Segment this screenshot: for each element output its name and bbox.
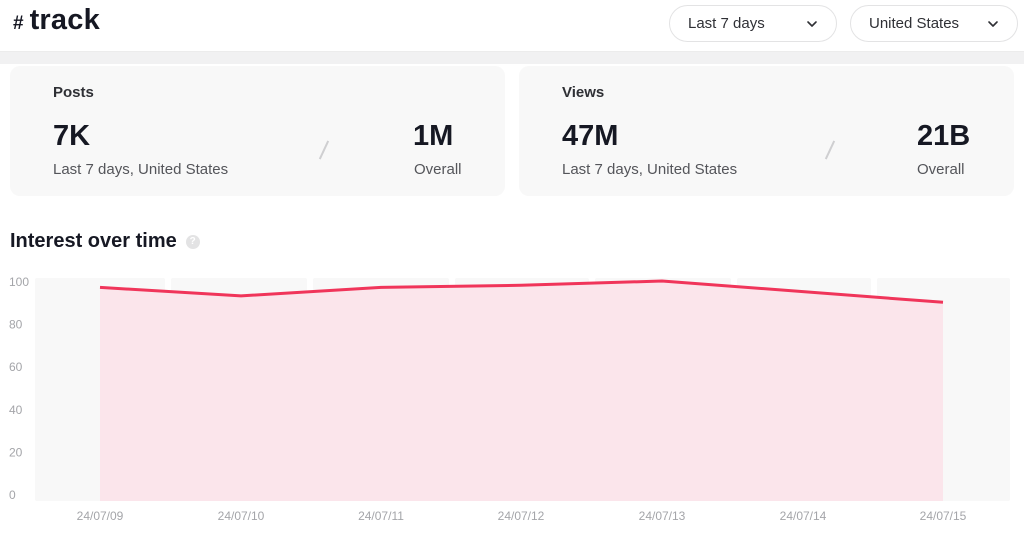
posts-label: Posts — [53, 84, 94, 101]
y-tick-label: 40 — [9, 403, 23, 417]
posts-card: Posts 7K Last 7 days, United States 1M O… — [10, 66, 505, 196]
interest-line — [99, 279, 944, 304]
country-dropdown[interactable]: United States — [850, 5, 1018, 42]
x-tick-label: 24/07/15 — [920, 509, 967, 523]
y-tick-label: 100 — [9, 275, 29, 289]
posts-period-value: 7K — [53, 120, 91, 152]
hash-icon: # — [13, 13, 24, 34]
interest-chart: 0 20 40 60 80 100 24/07/09 24/07/10 24/07/11 24/0… — [0, 265, 1024, 534]
interest-title-text: Interest over time — [10, 230, 177, 252]
hashtag-name: track — [29, 4, 100, 36]
chevron-down-icon — [988, 21, 998, 27]
views-period-value: 47M — [562, 120, 619, 152]
x-tick-label: 24/07/13 — [639, 509, 686, 523]
separator — [318, 140, 330, 160]
views-period-caption: Last 7 days, United States — [562, 161, 738, 178]
x-tick-label: 24/07/14 — [780, 509, 827, 523]
x-tick-label: 24/07/10 — [218, 509, 265, 523]
area-chart: 0 20 40 60 80 100 24/07/09 24/07/10 24/07/11 24/0… — [9, 275, 1010, 523]
country-dropdown-value: United States — [869, 15, 960, 32]
y-tick-label: 0 — [9, 488, 16, 502]
period-dropdown[interactable]: Last 7 days — [669, 5, 837, 42]
posts-overall-value: 1M — [413, 120, 454, 152]
interest-title: Interest over time ? — [10, 230, 200, 253]
posts-period-caption: Last 7 days, United States — [53, 161, 229, 178]
y-tick-label: 80 — [9, 318, 23, 332]
x-tick-label: 24/07/09 — [77, 509, 124, 523]
interest-area — [100, 281, 943, 501]
question-circle-icon[interactable]: ? — [185, 234, 200, 249]
period-dropdown-value: Last 7 days — [688, 15, 765, 32]
separator — [824, 140, 836, 160]
header-divider — [0, 52, 1024, 64]
views-overall-value: 21B — [917, 120, 971, 152]
page-header: # track Last 7 days United States — [0, 0, 1024, 52]
posts-overall-caption: Overall — [414, 161, 462, 178]
y-tick-label: 20 — [9, 445, 23, 459]
views-overall-caption: Overall — [917, 161, 965, 178]
views-card: Views 47M Last 7 days, United States 21B… — [519, 66, 1014, 196]
y-tick-label: 60 — [9, 360, 23, 374]
hashtag-title: # track — [13, 4, 100, 37]
x-tick-label: 24/07/12 — [498, 509, 545, 523]
x-tick-label: 24/07/11 — [358, 509, 404, 523]
views-label: Views — [562, 84, 605, 101]
chevron-down-icon — [807, 21, 817, 27]
